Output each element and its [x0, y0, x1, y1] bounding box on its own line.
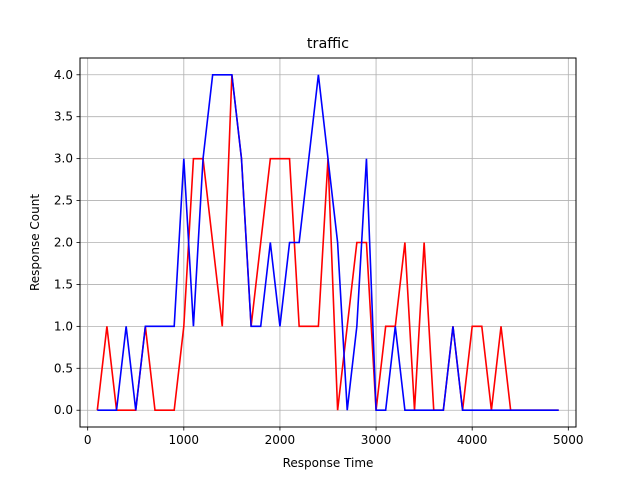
- y-tick-label: 2.5: [54, 194, 73, 208]
- blue-series-line: [97, 73, 559, 412]
- chart-title: traffic: [307, 36, 349, 52]
- ticks: 0 1000 2000 3000 4000 5000 0.0 0.5 1.0 1.5 2.0 2.5 3…: [54, 68, 584, 447]
- y-tick-label: 2.0: [54, 236, 73, 250]
- x-axis-title: Response Time: [283, 456, 374, 470]
- plot-area: [96, 73, 559, 412]
- y-tick-label: 3.5: [54, 110, 73, 124]
- x-tick-label: 2000: [265, 433, 296, 447]
- x-tick-label: 0: [84, 433, 92, 447]
- x-tick-label: 3000: [361, 433, 392, 447]
- y-axis-title: Response Count: [28, 194, 42, 291]
- y-tick-label: 1.5: [54, 277, 73, 291]
- x-tick-label: 1000: [169, 433, 200, 447]
- y-tick-label: 3.0: [54, 152, 73, 166]
- y-tick-label: 4.0: [54, 68, 73, 82]
- y-tick-label: 1.0: [54, 319, 73, 333]
- y-tick-label: 0.5: [54, 361, 73, 375]
- y-tick-label: 0.0: [54, 403, 73, 417]
- x-tick-label: 4000: [457, 433, 488, 447]
- x-tick-label: 5000: [553, 433, 584, 447]
